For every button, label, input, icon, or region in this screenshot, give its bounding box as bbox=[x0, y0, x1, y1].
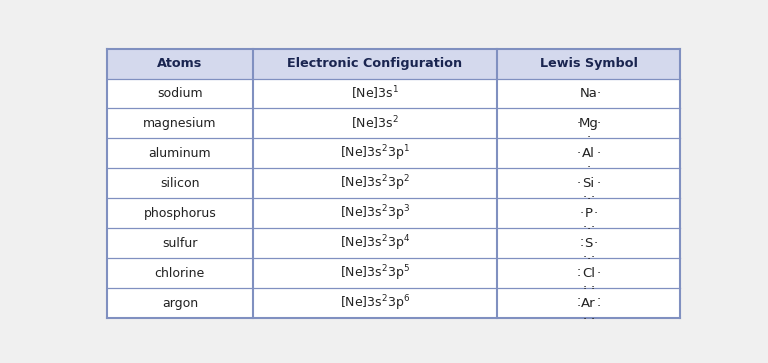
Text: ·: · bbox=[577, 117, 581, 130]
Text: ·: · bbox=[582, 191, 587, 204]
Text: magnesium: magnesium bbox=[143, 117, 217, 130]
Text: ·: · bbox=[587, 131, 591, 144]
Text: sulfur: sulfur bbox=[162, 237, 197, 250]
Text: ·: · bbox=[587, 253, 591, 266]
Text: ·: · bbox=[594, 207, 598, 220]
Text: ·: · bbox=[579, 234, 584, 246]
Text: ·: · bbox=[577, 264, 581, 277]
Text: [Ne]3s$^2$3p$^5$: [Ne]3s$^2$3p$^5$ bbox=[340, 263, 410, 283]
Text: Electronic Configuration: Electronic Configuration bbox=[287, 57, 462, 70]
Text: ·: · bbox=[579, 207, 584, 220]
Text: ·: · bbox=[587, 223, 591, 236]
Text: argon: argon bbox=[162, 297, 198, 310]
Text: Ar: Ar bbox=[581, 297, 596, 310]
Bar bbox=[107, 228, 680, 258]
Text: Mg: Mg bbox=[579, 117, 598, 130]
Text: ·: · bbox=[582, 221, 587, 234]
Text: ·: · bbox=[591, 283, 595, 295]
Bar bbox=[107, 198, 680, 228]
Text: [Ne]3s$^2$3p$^4$: [Ne]3s$^2$3p$^4$ bbox=[339, 233, 410, 253]
Bar bbox=[107, 258, 680, 288]
Text: ·: · bbox=[582, 313, 587, 326]
Text: ·: · bbox=[591, 250, 595, 264]
Text: ·: · bbox=[577, 147, 581, 160]
Text: Al: Al bbox=[582, 147, 595, 160]
Text: Na: Na bbox=[580, 87, 598, 100]
Text: [Ne]3s$^2$3p$^2$: [Ne]3s$^2$3p$^2$ bbox=[340, 174, 410, 193]
Text: ·: · bbox=[582, 283, 587, 295]
Text: ·: · bbox=[597, 177, 601, 190]
Text: S: S bbox=[584, 237, 593, 250]
Text: Si: Si bbox=[583, 177, 594, 190]
Text: ·: · bbox=[587, 193, 591, 206]
Text: Cl: Cl bbox=[582, 267, 595, 280]
Text: ·: · bbox=[582, 250, 587, 264]
Text: phosphorus: phosphorus bbox=[144, 207, 217, 220]
Text: ·: · bbox=[577, 294, 581, 306]
Text: sodium: sodium bbox=[157, 87, 203, 100]
Text: ·: · bbox=[591, 221, 595, 234]
Text: P: P bbox=[584, 207, 593, 220]
Text: aluminum: aluminum bbox=[148, 147, 211, 160]
Text: chlorine: chlorine bbox=[154, 267, 205, 280]
Text: ·: · bbox=[597, 87, 601, 100]
Text: ·: · bbox=[597, 294, 601, 306]
Text: ·: · bbox=[577, 299, 581, 313]
Bar bbox=[107, 109, 680, 138]
Text: [Ne]3s$^2$3p$^6$: [Ne]3s$^2$3p$^6$ bbox=[339, 293, 410, 313]
Text: ·: · bbox=[597, 299, 601, 313]
Bar bbox=[107, 78, 680, 109]
Text: [Ne]3s$^2$: [Ne]3s$^2$ bbox=[351, 115, 399, 132]
Text: ·: · bbox=[582, 281, 587, 294]
Text: Atoms: Atoms bbox=[157, 57, 203, 70]
Text: ·: · bbox=[577, 270, 581, 283]
Text: Lewis Symbol: Lewis Symbol bbox=[540, 57, 637, 70]
Text: ·: · bbox=[597, 267, 601, 280]
Text: ·: · bbox=[587, 161, 591, 174]
Text: ·: · bbox=[591, 191, 595, 204]
Bar bbox=[107, 288, 680, 318]
Text: [Ne]3s$^2$3p$^1$: [Ne]3s$^2$3p$^1$ bbox=[340, 144, 410, 163]
Text: silicon: silicon bbox=[160, 177, 200, 190]
Text: ·: · bbox=[597, 147, 601, 160]
Text: ·: · bbox=[594, 237, 598, 250]
Text: [Ne]3s$^2$3p$^3$: [Ne]3s$^2$3p$^3$ bbox=[340, 203, 410, 223]
Text: ·: · bbox=[579, 240, 584, 253]
Text: [Ne]3s$^1$: [Ne]3s$^1$ bbox=[351, 85, 399, 102]
Text: ·: · bbox=[591, 313, 595, 326]
Bar bbox=[107, 138, 680, 168]
Text: ·: · bbox=[591, 281, 595, 294]
Text: ·: · bbox=[597, 117, 601, 130]
Bar bbox=[107, 168, 680, 198]
Text: ·: · bbox=[577, 177, 581, 190]
Bar bbox=[107, 49, 680, 78]
